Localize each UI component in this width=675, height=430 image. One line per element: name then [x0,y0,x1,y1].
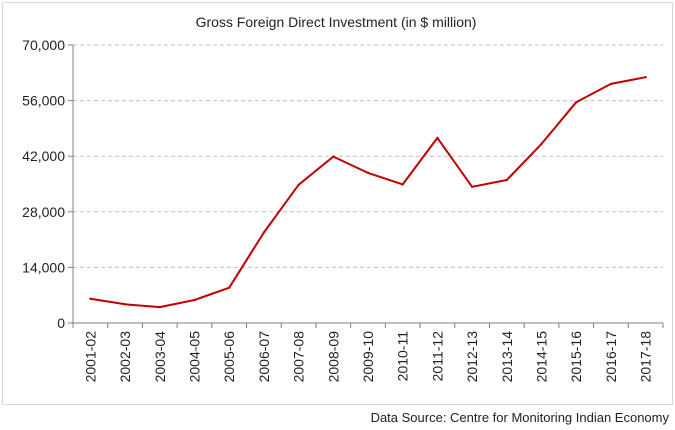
data-point [575,100,578,104]
data-point [193,298,196,302]
y-tick-labels: 0 14,000 28,000 42,000 56,000 70,000 [22,37,65,331]
x-tick-label: 2017-18 [638,331,654,383]
x-tick-labels: 2001-02 2002-03 2003-04 2004-05 2005-06 2006-… [82,331,653,383]
y-tick-label: 0 [57,315,65,331]
data-point [401,183,404,186]
data-point [609,82,613,86]
x-tick-label: 2014-15 [534,331,550,383]
axes [68,44,664,328]
chart-frame: Gross Foreign Direct Investment (in $ mi… [2,2,673,405]
y-tick-label: 56,000 [22,93,65,109]
series-layer [89,75,647,309]
data-point [505,178,509,182]
y-tick-label: 28,000 [22,204,65,220]
chart-title: Gross Foreign Direct Investment (in $ mi… [196,14,477,30]
data-point [227,286,231,289]
line-chart: Gross Foreign Direct Investment (in $ mi… [22,14,664,383]
data-point [470,185,474,188]
data-point [158,305,161,309]
data-point [262,231,266,234]
data-point [89,297,92,300]
x-tick-label: 2007-08 [291,331,307,383]
x-tick-label: 2004-05 [186,331,202,383]
y-tick-label: 70,000 [22,37,65,53]
x-tick-label: 2013-14 [499,331,515,383]
data-source-note: Data Source: Centre for Monitoring India… [370,410,669,425]
data-point [366,171,370,175]
x-tick-label: 2006-07 [256,331,272,383]
x-tick-label: 2016-17 [603,331,619,383]
data-point [297,183,300,186]
x-tick-label: 2010-11 [395,331,411,382]
x-tick-label: 2009-10 [360,331,376,383]
x-tick-label: 2012-13 [464,331,480,383]
x-tick-label: 2002-03 [117,331,133,383]
y-tick-label: 14,000 [22,259,65,275]
data-point [123,303,127,306]
x-tick-label: 2001-02 [82,331,98,383]
series-line [90,76,646,309]
x-tick-label: 2008-09 [325,331,341,383]
gridlines [73,44,663,268]
x-tick-label: 2003-04 [152,331,168,383]
data-point [332,155,335,158]
data-point [436,136,439,140]
data-point [540,142,543,146]
y-tick-label: 42,000 [22,148,65,164]
x-tick-label: 2015-16 [568,331,584,383]
x-tick-label: 2011-12 [429,331,445,382]
x-tick-label: 2005-06 [221,331,237,383]
data-point [644,75,647,79]
